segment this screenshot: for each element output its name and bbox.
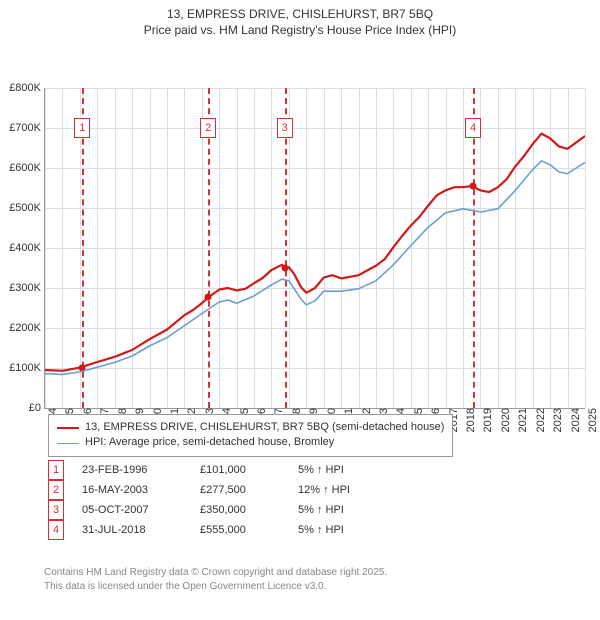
event-row: 1 23-FEB-1996 £101,000 5% ↑ HPI (48, 460, 408, 480)
ytick-label: £700K (9, 122, 41, 134)
event-price: £350,000 (200, 504, 280, 516)
event-number-box: 1 (48, 460, 64, 480)
ytick-label: £800K (9, 82, 41, 94)
ytick-label: £600K (9, 162, 41, 174)
event-price: £555,000 (200, 524, 280, 536)
legend-row: HPI: Average price, semi-detached house,… (57, 435, 444, 450)
xtick-label: 2023 (552, 408, 564, 432)
event-date: 16-MAY-2003 (82, 484, 182, 496)
series-line (45, 134, 585, 371)
footer-line1: Contains HM Land Registry data © Crown c… (44, 566, 387, 580)
ytick-label: £400K (9, 242, 41, 254)
event-pct: 5% ↑ HPI (298, 464, 408, 476)
xtick-label: 2021 (517, 408, 529, 432)
legend-label: HPI: Average price, semi-detached house,… (85, 435, 334, 450)
xtick-label: 2025 (587, 408, 599, 432)
legend-label: 13, EMPRESS DRIVE, CHISLEHURST, BR7 5BQ … (85, 420, 444, 435)
chart-title: 13, EMPRESS DRIVE, CHISLEHURST, BR7 5BQ … (0, 0, 600, 38)
event-number-box: 3 (48, 500, 64, 520)
legend-swatch (57, 443, 79, 444)
series-lines (45, 88, 585, 408)
event-date: 31-JUL-2018 (82, 524, 182, 536)
ytick-label: £100K (9, 362, 41, 374)
event-row: 3 05-OCT-2007 £350,000 5% ↑ HPI (48, 500, 408, 520)
ytick-label: £200K (9, 322, 41, 334)
event-date: 05-OCT-2007 (82, 504, 182, 516)
footer-credits: Contains HM Land Registry data © Crown c… (44, 566, 387, 593)
event-pct: 5% ↑ HPI (298, 504, 408, 516)
ytick-label: £0 (29, 402, 41, 414)
ytick-label: £300K (9, 282, 41, 294)
xtick-label: 2018 (465, 408, 477, 432)
xtick-label: 2022 (535, 408, 547, 432)
title-line2: Price paid vs. HM Land Registry's House … (0, 22, 600, 38)
xtick-label: 2020 (500, 408, 512, 432)
plot-area: £0£100K£200K£300K£400K£500K£600K£700K£80… (44, 88, 585, 409)
xtick-label: 2019 (482, 408, 494, 432)
event-row: 2 16-MAY-2003 £277,500 12% ↑ HPI (48, 480, 408, 500)
footer-line2: This data is licensed under the Open Gov… (44, 580, 387, 594)
gridline-v (585, 88, 586, 408)
title-line1: 13, EMPRESS DRIVE, CHISLEHURST, BR7 5BQ (0, 6, 600, 22)
event-number-box: 4 (48, 520, 64, 540)
legend: 13, EMPRESS DRIVE, CHISLEHURST, BR7 5BQ … (48, 414, 453, 457)
legend-swatch (57, 427, 79, 429)
event-price: £277,500 (200, 484, 280, 496)
event-pct: 12% ↑ HPI (298, 484, 408, 496)
event-price: £101,000 (200, 464, 280, 476)
ytick-label: £500K (9, 202, 41, 214)
events-table: 1 23-FEB-1996 £101,000 5% ↑ HPI 2 16-MAY-2003… (48, 460, 408, 540)
event-pct: 5% ↑ HPI (298, 524, 408, 536)
series-line (45, 161, 585, 375)
event-number-box: 2 (48, 480, 64, 500)
legend-row: 13, EMPRESS DRIVE, CHISLEHURST, BR7 5BQ … (57, 420, 444, 435)
chart-area: £0 £100K £200K £300K £400K £500K £600K £700K £80… (0, 38, 600, 454)
event-date: 23-FEB-1996 (82, 464, 182, 476)
event-row: 4 31-JUL-2018 £555,000 5% ↑ HPI (48, 520, 408, 540)
xtick-label: 2024 (570, 408, 582, 432)
